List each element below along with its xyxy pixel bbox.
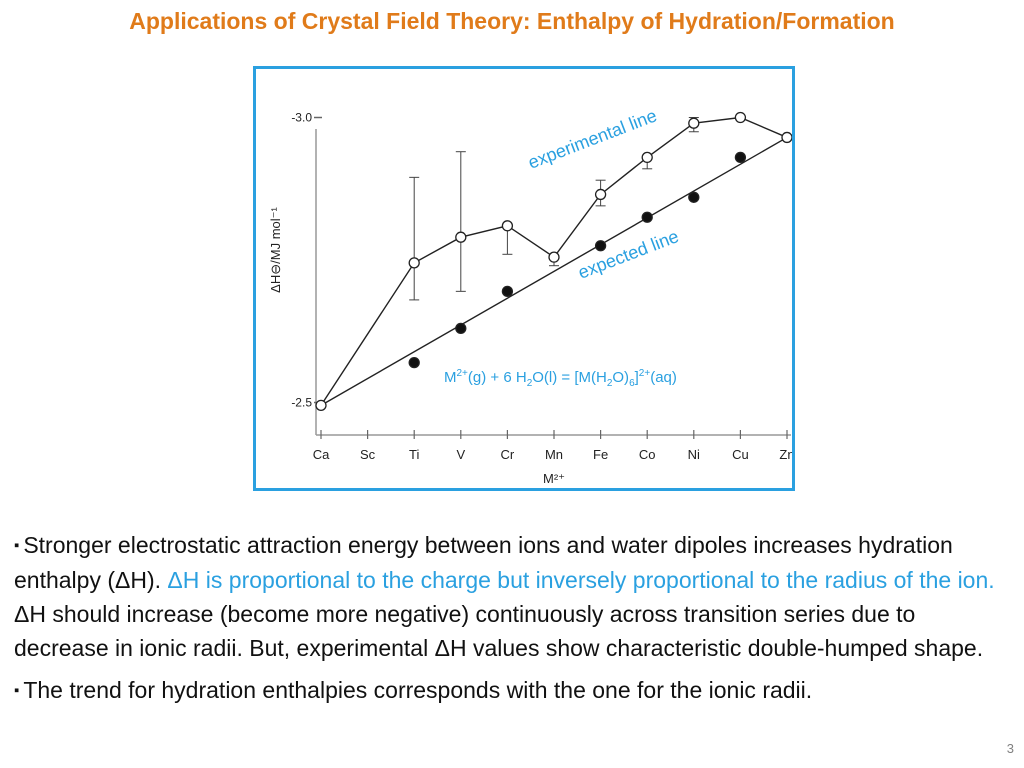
experimental-point xyxy=(734,111,747,124)
y-tick-label: -2.5 xyxy=(291,396,312,410)
chart-frame: -3.0 -2.5 Ca Sc Ti V Cr Mn Fe Co Ni Cu Zn M²⁺ ΔH⊖/MJ m… xyxy=(253,66,795,491)
expected-point xyxy=(641,211,653,223)
reaction-equation-part: (aq) xyxy=(650,369,677,386)
experimental-point xyxy=(548,251,560,263)
x-tick-label: Mn xyxy=(545,447,563,462)
x-axis-label: M²⁺ xyxy=(543,471,565,486)
expected-point xyxy=(408,356,420,369)
slide-body: ▪ Stronger electrostatic attraction energ… xyxy=(14,528,1004,708)
x-tick-label: Fe xyxy=(593,447,608,462)
experimental-point xyxy=(641,151,653,164)
experimental-point xyxy=(688,117,700,129)
page-number: 3 xyxy=(1006,741,1014,756)
expected-point xyxy=(501,285,514,298)
expected-line xyxy=(320,136,788,406)
reaction-equation-part: 2+ xyxy=(457,368,469,379)
experimental-point xyxy=(781,131,792,144)
x-tick-label: Cr xyxy=(501,447,515,462)
reaction-equation-part: M xyxy=(444,369,457,386)
slide-title: Applications of Crystal Field Theory: En… xyxy=(129,8,895,34)
paragraph-1-text-a: Stronger electrostatic attraction energy… xyxy=(14,532,953,593)
x-tick-label: Sc xyxy=(360,447,376,462)
paragraph-2-text: The trend for hydration enthalpies corre… xyxy=(23,677,813,703)
experimental-point xyxy=(594,188,607,201)
experimental-line-label: experimental line xyxy=(525,105,659,172)
chart-axes xyxy=(314,116,791,439)
expected-point xyxy=(455,322,467,335)
y-axis-label: ΔH⊖/MJ mol⁻¹ xyxy=(268,207,283,293)
x-tick-label: Cu xyxy=(732,447,749,462)
experimental-point xyxy=(455,231,467,243)
paragraph-2: ▪ The trend for hydration enthalpies corr… xyxy=(14,673,1004,708)
experimental-point xyxy=(501,220,514,232)
expected-line-label: expected line xyxy=(575,226,681,283)
reaction-equation-part: O) xyxy=(612,369,629,386)
x-tick-label: Ca xyxy=(313,447,330,462)
bullet-icon: ▪ xyxy=(14,682,20,699)
paragraph-1-highlight: ΔH is proportional to the charge but inv… xyxy=(167,567,995,593)
reaction-equation-part: ] xyxy=(635,369,639,386)
x-tick-label: Ni xyxy=(688,447,700,462)
reaction-equation: M2+(g) + 6 H2O(l) = [M(H2O)6]2+(aq) xyxy=(444,368,677,389)
paragraph-1: ▪ Stronger electrostatic attraction energ… xyxy=(14,528,1004,665)
chart-labels: -3.0 -2.5 Ca Sc Ti V Cr Mn Fe Co Ni Cu Zn M²⁺ ΔH⊖/MJ m… xyxy=(268,105,792,486)
x-tick-label: V xyxy=(456,447,465,462)
x-tick-label: Zn xyxy=(779,447,792,462)
reaction-equation-part: 2+ xyxy=(639,368,651,379)
expected-point xyxy=(734,151,747,164)
reaction-equation-part: 6 xyxy=(629,378,635,389)
reaction-equation-part: O(l) = [M(H xyxy=(532,369,607,386)
expected-point xyxy=(688,191,700,203)
x-tick-label: Ti xyxy=(409,447,419,462)
experimental-line xyxy=(320,116,788,406)
reaction-equation-part: 2 xyxy=(607,378,613,389)
reaction-equation-part: 2 xyxy=(527,378,533,389)
paragraph-1-text-c: ΔH should increase (become more negative… xyxy=(14,601,984,661)
y-tick-label: -3.0 xyxy=(291,111,312,125)
experimental-point xyxy=(408,257,420,269)
experimental-point xyxy=(315,399,327,412)
chart-series xyxy=(315,111,792,412)
expected-point xyxy=(594,240,607,252)
bullet-icon: ▪ xyxy=(14,537,20,554)
hydration-enthalpy-chart: -3.0 -2.5 Ca Sc Ti V Cr Mn Fe Co Ni Cu Zn M²⁺ ΔH⊖/MJ m… xyxy=(268,105,792,486)
reaction-equation-part: (g) + 6 H xyxy=(468,369,527,386)
x-tick-label: Co xyxy=(639,447,656,462)
